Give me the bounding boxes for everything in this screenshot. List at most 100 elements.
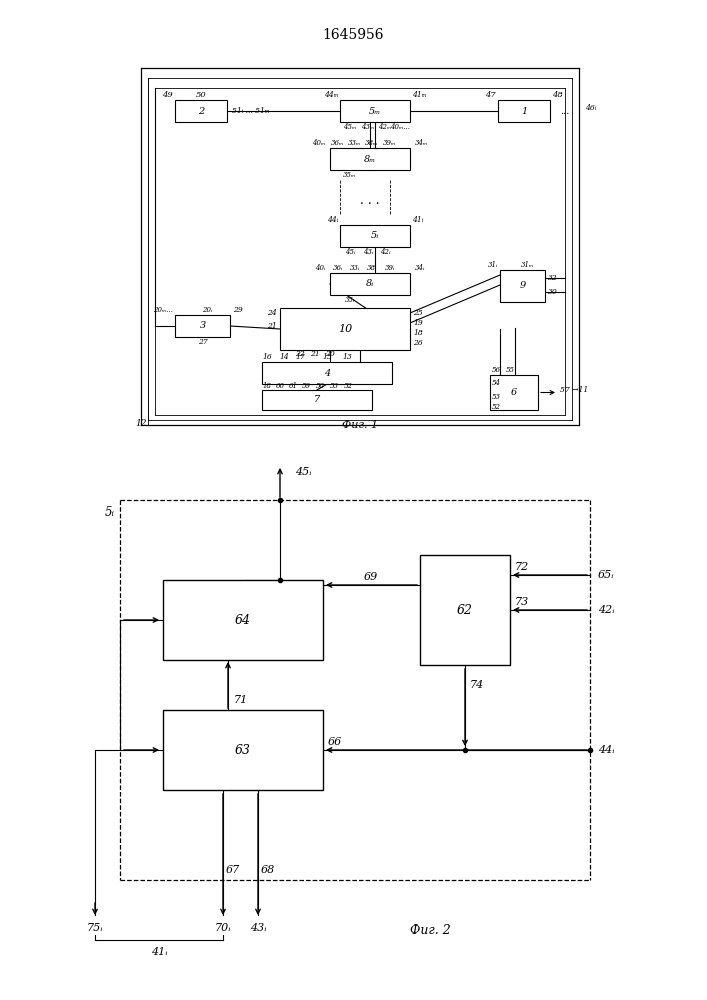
Text: 6: 6 <box>511 388 517 397</box>
Text: 62: 62 <box>457 603 473 616</box>
Text: 5ᵢ: 5ᵢ <box>371 232 379 240</box>
Text: 1: 1 <box>521 106 527 115</box>
Bar <box>500 270 545 302</box>
Text: 45ᵢ: 45ᵢ <box>295 467 312 477</box>
Bar <box>340 225 410 247</box>
Text: 26: 26 <box>413 339 423 347</box>
Text: 44ₘ: 44ₘ <box>324 91 338 99</box>
Text: 41ᵢ: 41ᵢ <box>151 947 168 957</box>
Text: 5ₘ: 5ₘ <box>369 106 381 115</box>
Text: 20ᵢ: 20ᵢ <box>202 306 213 314</box>
Bar <box>175 100 227 122</box>
Text: 47: 47 <box>485 91 496 99</box>
Text: 31ᵢ: 31ᵢ <box>488 261 498 269</box>
Text: 48: 48 <box>552 91 563 99</box>
Text: 45ᵢ: 45ᵢ <box>345 248 355 256</box>
Text: 30: 30 <box>548 288 558 296</box>
Text: 12: 12 <box>135 418 147 428</box>
Text: 66: 66 <box>328 737 342 747</box>
Text: 31ₘ: 31ₘ <box>521 261 534 269</box>
Bar <box>490 375 538 410</box>
Bar <box>280 308 410 350</box>
Text: Фиг. 2: Фиг. 2 <box>409 924 450 936</box>
Text: 21: 21 <box>267 322 277 330</box>
Bar <box>420 555 510 665</box>
Text: 4: 4 <box>324 368 330 377</box>
Text: 20: 20 <box>325 350 335 358</box>
Text: 53: 53 <box>492 393 501 401</box>
Text: 41ᵢ: 41ᵢ <box>412 216 423 224</box>
Text: 1645956: 1645956 <box>323 28 384 42</box>
Text: 51ᵢ ... 51ₘ: 51ᵢ ... 51ₘ <box>232 107 269 115</box>
Text: 21: 21 <box>310 350 320 358</box>
Text: 65ᵢ: 65ᵢ <box>598 570 614 580</box>
Text: 5ᵢ: 5ᵢ <box>105 506 115 518</box>
Text: 35ₘ: 35ₘ <box>344 171 356 179</box>
Text: 24: 24 <box>267 309 277 317</box>
Text: 33ᵢ: 33ᵢ <box>350 264 360 272</box>
Text: Фиг. 1: Фиг. 1 <box>342 420 378 430</box>
Text: 38ᵢ: 38ᵢ <box>367 264 378 272</box>
Text: 52: 52 <box>344 382 353 390</box>
Text: 35ᵢ: 35ᵢ <box>345 296 355 304</box>
Text: 44ᵢ: 44ᵢ <box>598 745 614 755</box>
Text: 72: 72 <box>515 562 530 572</box>
Bar <box>330 148 410 170</box>
Bar <box>262 362 392 384</box>
Bar <box>498 100 550 122</box>
Text: 34ₘ: 34ₘ <box>415 139 428 147</box>
Text: 58: 58 <box>315 382 325 390</box>
Text: 61: 61 <box>288 382 298 390</box>
Text: 43ᵢ: 43ᵢ <box>363 248 373 256</box>
Text: 36ᵢ: 36ᵢ <box>333 264 343 272</box>
Text: 75ᵢ: 75ᵢ <box>87 923 103 933</box>
Text: 18: 18 <box>413 329 423 337</box>
Text: 70ᵢ: 70ᵢ <box>215 923 231 933</box>
Text: 42ᵢ: 42ᵢ <box>380 248 390 256</box>
Text: 49: 49 <box>162 91 173 99</box>
Text: ...: ... <box>561 106 570 115</box>
Text: 73: 73 <box>515 597 530 607</box>
Text: 40ₘ...: 40ₘ... <box>390 123 410 131</box>
Text: 50: 50 <box>196 91 206 99</box>
Bar <box>163 710 323 790</box>
Text: 39ᵢ: 39ᵢ <box>385 264 395 272</box>
Text: 25: 25 <box>413 309 423 317</box>
Text: 19: 19 <box>413 319 423 327</box>
Text: 53: 53 <box>329 382 339 390</box>
Text: 7: 7 <box>314 395 320 404</box>
Text: 69: 69 <box>364 572 378 582</box>
Text: 42ₘ: 42ₘ <box>378 123 392 131</box>
Text: 22: 22 <box>295 350 305 358</box>
Text: 10: 10 <box>338 324 352 334</box>
Text: 67: 67 <box>226 865 240 875</box>
Bar <box>330 273 410 295</box>
Text: 45ₘ: 45ₘ <box>344 123 356 131</box>
Text: 41ₘ: 41ₘ <box>412 91 426 99</box>
Text: 55: 55 <box>506 366 515 374</box>
Text: 74: 74 <box>470 680 484 690</box>
Text: 27: 27 <box>198 338 207 346</box>
Text: 63: 63 <box>235 744 251 756</box>
Text: 60: 60 <box>276 382 284 390</box>
Text: 2: 2 <box>198 106 204 115</box>
Text: 57 →11: 57 →11 <box>560 385 588 393</box>
Text: 3: 3 <box>199 322 206 330</box>
Text: 64: 64 <box>235 613 251 626</box>
Bar <box>340 100 410 122</box>
Text: 52: 52 <box>492 403 501 411</box>
Text: 8ₘ: 8ₘ <box>364 154 376 163</box>
Text: 15: 15 <box>322 353 332 361</box>
Bar <box>163 580 323 660</box>
Text: 8ᵢ: 8ᵢ <box>366 279 374 288</box>
Text: 40ₘ: 40ₘ <box>312 139 325 147</box>
Text: 18: 18 <box>262 382 271 390</box>
Text: 20ₘ...: 20ₘ... <box>153 306 173 314</box>
Text: 44ᵢ: 44ᵢ <box>327 216 338 224</box>
Text: 36ₘ: 36ₘ <box>332 139 344 147</box>
Text: 40ᵢ: 40ᵢ <box>315 264 325 272</box>
Text: 68: 68 <box>261 865 275 875</box>
Text: 39ₘ: 39ₘ <box>383 139 397 147</box>
Text: 32: 32 <box>548 274 558 282</box>
Text: 46ᵢ: 46ᵢ <box>585 104 596 112</box>
